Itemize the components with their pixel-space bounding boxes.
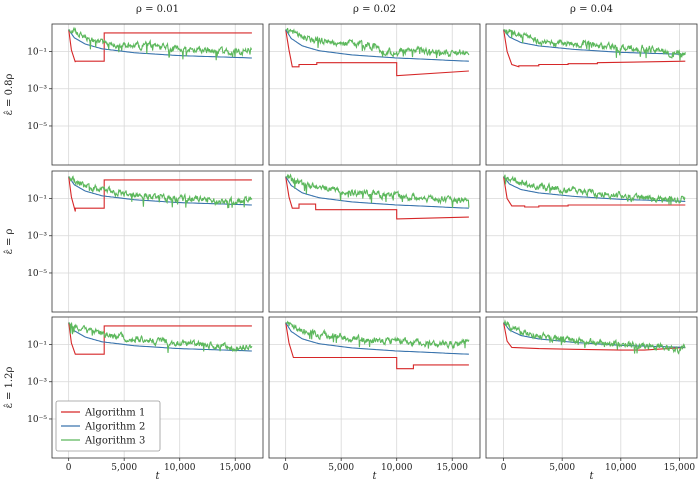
x-tick-label: 5,000 xyxy=(328,463,354,473)
y-tick-label: 10⁻¹ xyxy=(27,47,47,57)
x-tick-label: 10,000 xyxy=(164,463,196,473)
panel-frame xyxy=(485,316,698,459)
panel-frame xyxy=(268,170,481,313)
series-line-algorithm-3 xyxy=(503,319,686,355)
series-line-algorithm-1 xyxy=(285,322,469,370)
x-axis-label: t xyxy=(155,471,160,482)
x-tick-label: 0 xyxy=(66,463,72,473)
column-title: ρ = 0.04 xyxy=(570,4,613,15)
legend-label: Algorithm 3 xyxy=(84,436,145,447)
x-tick-label: 10,000 xyxy=(605,463,637,473)
y-tick-label: 10⁻¹ xyxy=(27,340,47,350)
panel-frame xyxy=(485,23,698,166)
legend-label: Algorithm 1 xyxy=(84,408,145,419)
x-tick-label: 0 xyxy=(501,463,507,473)
series-line-algorithm-1 xyxy=(68,176,252,212)
x-axis-label: t xyxy=(589,471,594,482)
x-tick-label: 15,000 xyxy=(436,463,468,473)
y-tick-label: 10⁻⁵ xyxy=(27,122,47,132)
row-label: ε̂ = 1.2ρ xyxy=(4,367,15,409)
series-line-algorithm-2 xyxy=(68,322,252,352)
series-line-algorithm-3 xyxy=(503,29,686,61)
series-line-algorithm-2 xyxy=(68,29,252,59)
x-tick-label: 0 xyxy=(283,463,289,473)
series-line-algorithm-3 xyxy=(285,27,470,59)
series-line-algorithm-1 xyxy=(285,176,469,220)
series-line-algorithm-3 xyxy=(503,174,686,205)
x-tick-label: 5,000 xyxy=(549,463,575,473)
column-title: ρ = 0.01 xyxy=(136,4,179,15)
panel-frame xyxy=(51,170,264,313)
y-tick-label: 10⁻¹ xyxy=(27,194,47,204)
y-tick-label: 10⁻³ xyxy=(27,378,47,388)
series-line-algorithm-1 xyxy=(503,322,686,351)
series-line-algorithm-2 xyxy=(285,322,469,355)
y-tick-label: 10⁻³ xyxy=(27,85,47,95)
series-line-algorithm-3 xyxy=(285,173,470,208)
series-line-algorithm-3 xyxy=(68,175,253,209)
y-tick-label: 10⁻³ xyxy=(27,232,47,242)
panel-frame xyxy=(485,170,698,313)
x-tick-label: 10,000 xyxy=(381,463,413,473)
panel-frame xyxy=(51,23,264,166)
series-line-algorithm-3 xyxy=(285,320,470,350)
x-tick-label: 5,000 xyxy=(111,463,137,473)
series-line-algorithm-1 xyxy=(285,29,469,77)
y-tick-label: 10⁻⁵ xyxy=(27,415,47,425)
series-line-algorithm-2 xyxy=(285,29,469,62)
panel-frame xyxy=(268,23,481,166)
series-line-algorithm-1 xyxy=(503,29,686,68)
series-line-algorithm-1 xyxy=(68,29,252,63)
series-line-algorithm-2 xyxy=(503,29,686,55)
row-label: ε̂ = 0.8ρ xyxy=(4,74,15,116)
series-line-algorithm-2 xyxy=(285,176,469,209)
series-line-algorithm-3 xyxy=(68,26,253,61)
row-label: ε̂ = ρ xyxy=(4,228,15,254)
x-tick-label: 15,000 xyxy=(219,463,251,473)
legend-label: Algorithm 2 xyxy=(84,422,145,433)
x-axis-label: t xyxy=(372,471,377,482)
column-title: ρ = 0.02 xyxy=(353,4,396,15)
y-tick-label: 10⁻⁵ xyxy=(27,269,47,279)
legend-box xyxy=(55,400,161,452)
x-tick-label: 15,000 xyxy=(664,463,696,473)
series-line-algorithm-1 xyxy=(503,176,686,208)
series-line-algorithm-3 xyxy=(68,321,253,353)
panel-frame xyxy=(268,316,481,459)
series-line-algorithm-1 xyxy=(68,322,252,355)
series-line-algorithm-2 xyxy=(68,176,252,206)
panel-frame xyxy=(51,316,264,459)
